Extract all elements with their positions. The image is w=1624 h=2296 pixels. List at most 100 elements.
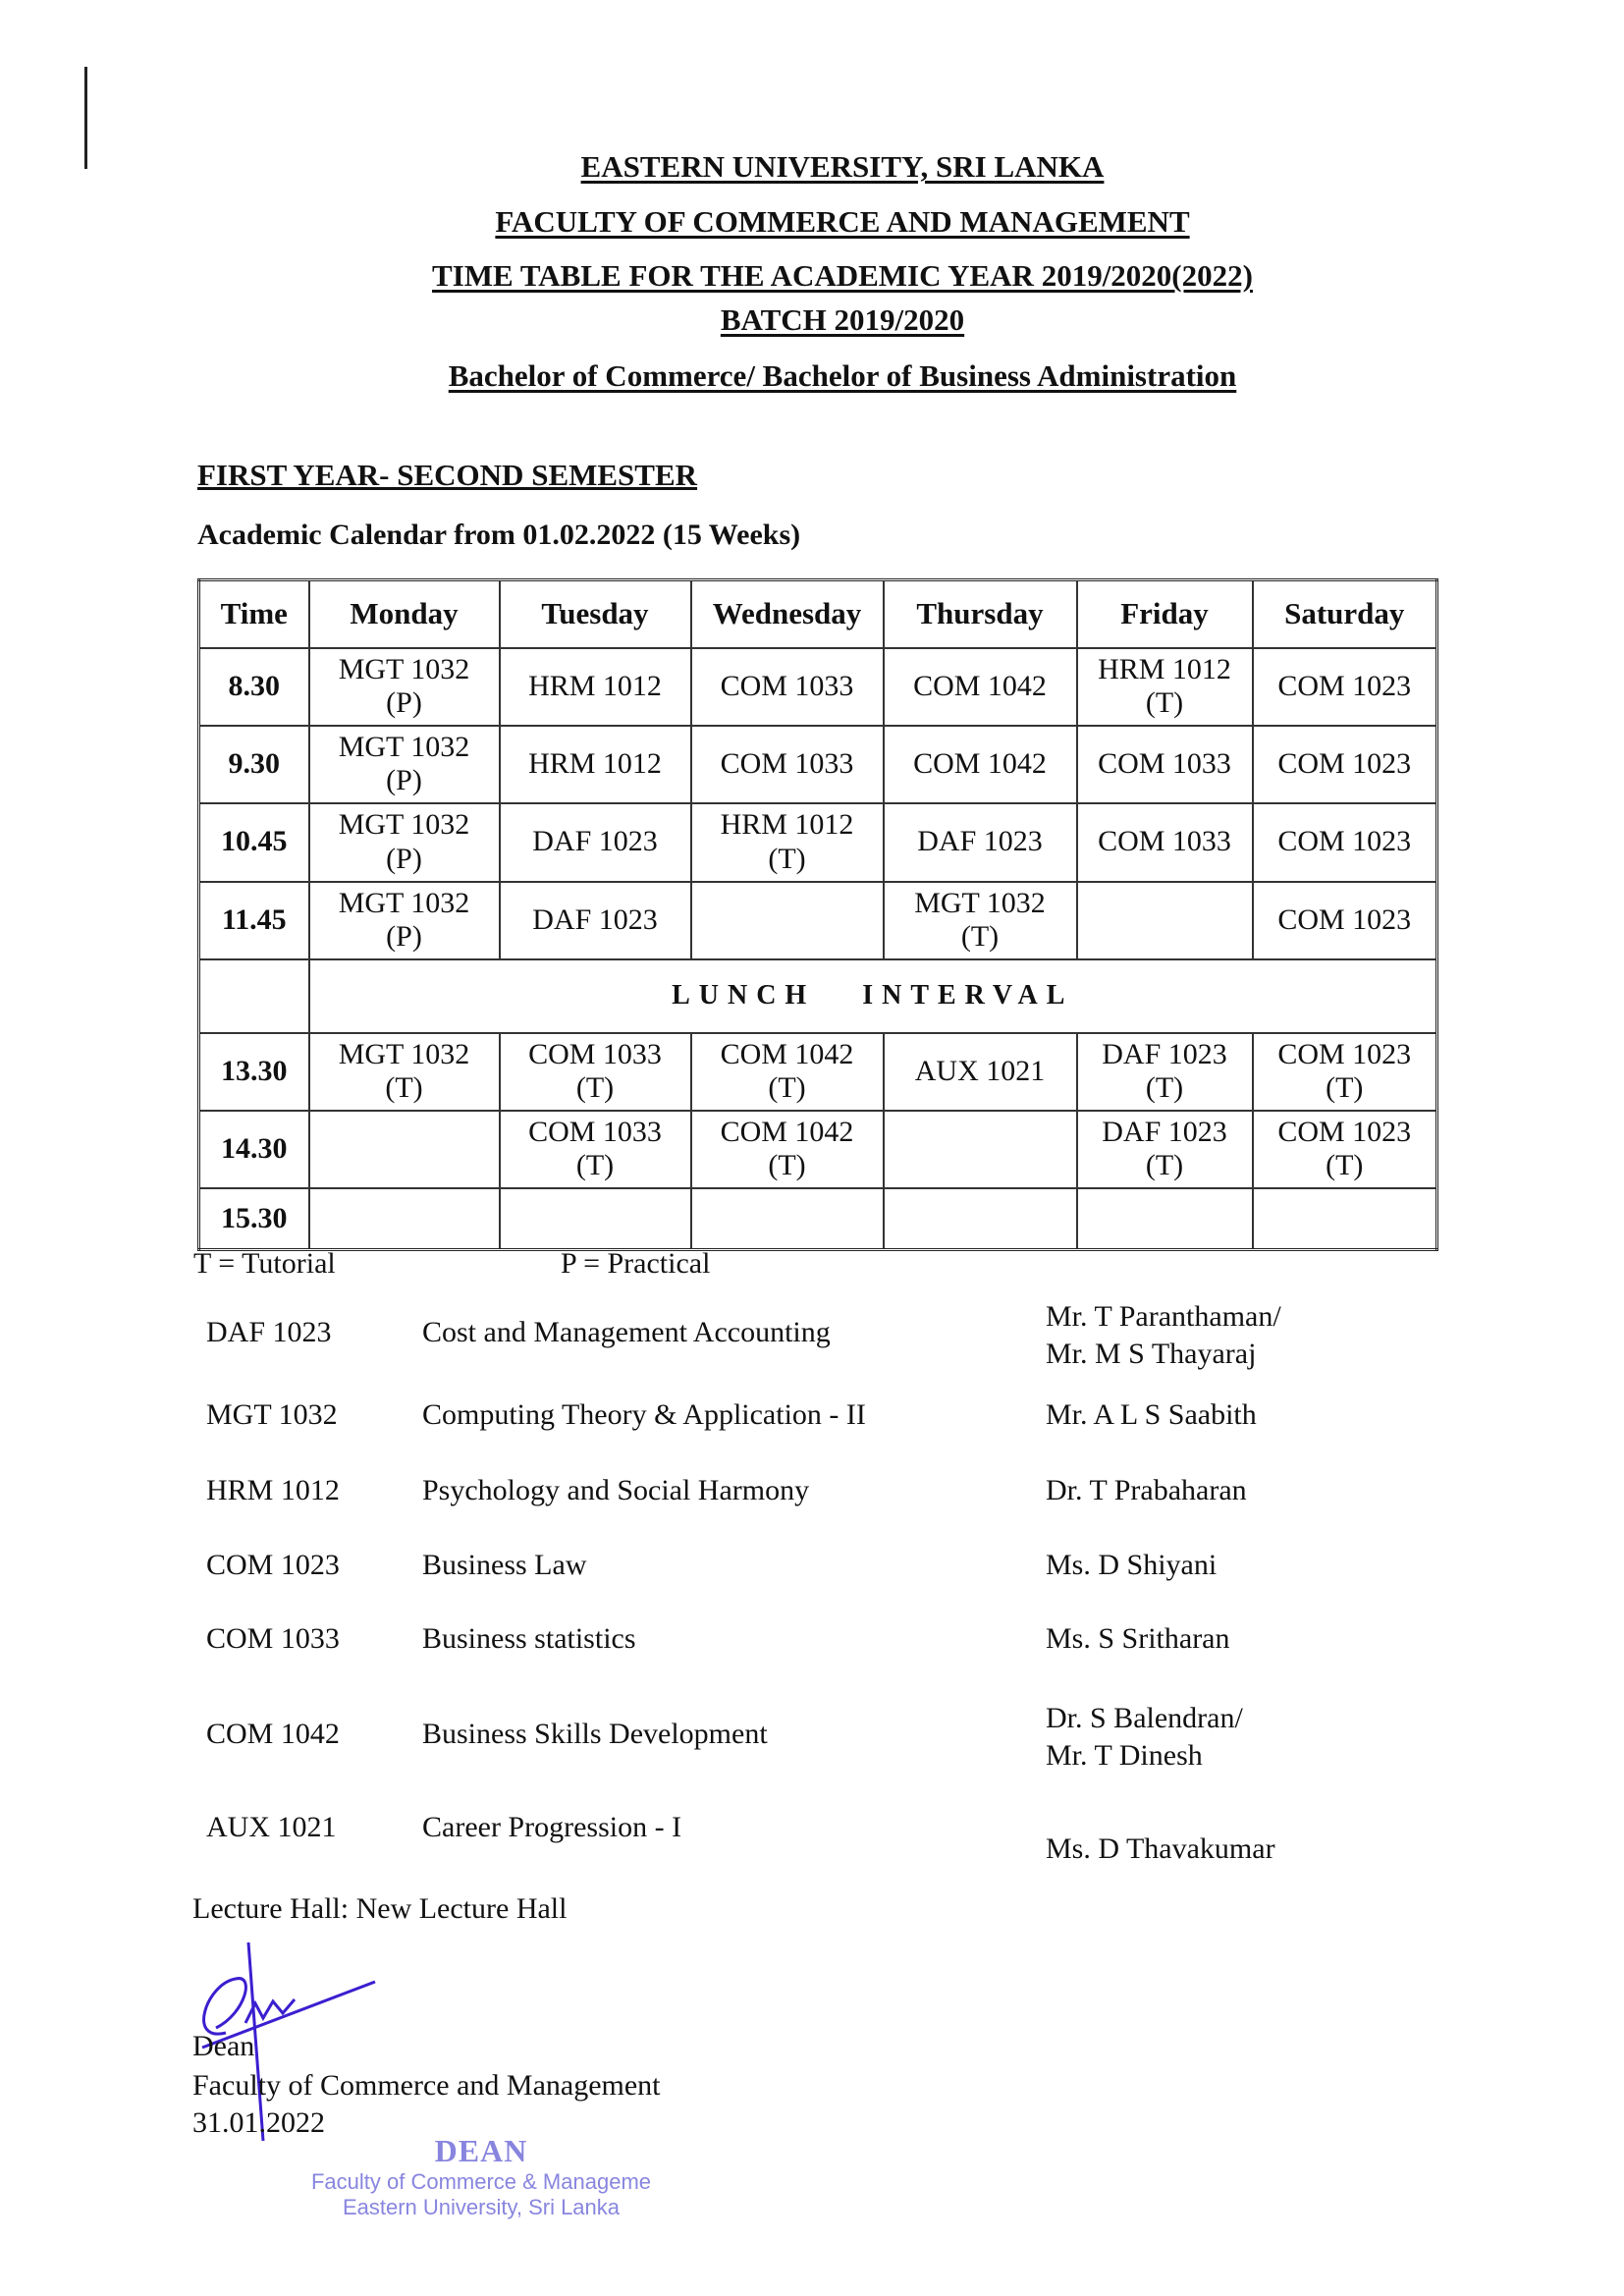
column-header: Wednesday (689, 578, 885, 649)
class-cell (689, 880, 885, 960)
time-cell: 10.45 (197, 801, 310, 883)
session-type: (T) (1145, 1149, 1184, 1181)
course-code: DAF 1023 (1102, 1037, 1227, 1070)
class-cell: HRM 1012 (T) (689, 801, 885, 883)
course-code: COM 1042 (720, 1037, 854, 1070)
class-cell: COM 1042 (T) (689, 1031, 885, 1112)
session-type: (P) (386, 920, 422, 953)
signoff-date: 31.01.2022 (192, 2106, 325, 2139)
class-cell: COM 1023 (T) (1251, 1031, 1438, 1112)
time-cell: 13.30 (197, 1031, 310, 1112)
course-code: DAF 1023 (917, 825, 1043, 858)
table-row: 8.30 MGT 1032 (P) HRM 1012 COM 1033 COM 1042 H… (197, 646, 1438, 727)
session-type: (T) (1326, 1071, 1364, 1104)
course-code: MGT 1032 (338, 652, 470, 685)
course-name: Business Law (422, 1549, 587, 1581)
course-code: COM 1042 (720, 1115, 854, 1148)
lunch-interval: LUNCH INTERVAL (307, 957, 1438, 1034)
course-code: COM 1033 (1098, 746, 1231, 780)
lunch-row: LUNCH INTERVAL (197, 957, 1438, 1034)
class-cell (498, 1186, 692, 1251)
table-row: 9.30 MGT 1032 (P) HRM 1012 COM 1033 COM 1042 C… (197, 724, 1438, 804)
course-code: HRM 1012 (528, 746, 662, 780)
course-code: HRM 1012 (1098, 652, 1231, 685)
course-code: COM 1023 (1277, 1037, 1412, 1070)
course-code: COM 1023 (1277, 746, 1412, 780)
column-header: Monday (307, 578, 501, 649)
class-cell: HRM 1012 (T) (1075, 646, 1254, 727)
class-cell: COM 1023 (1251, 801, 1438, 883)
class-cell: COM 1023 (1251, 880, 1438, 960)
course-code: MGT 1032 (338, 1037, 470, 1070)
header-row: Time Monday Tuesday Wednesday Thursday Friday… (197, 578, 1438, 649)
class-cell: COM 1023 (1251, 724, 1438, 804)
lecturer-name: Dr. T Prabaharan (1046, 1474, 1247, 1506)
signoff-title: Dean (192, 2030, 255, 2062)
class-cell: MGT 1032 (P) (307, 880, 501, 960)
time-cell: 14.30 (197, 1109, 310, 1189)
time-cell: 9.30 (197, 724, 310, 804)
course-code: DAF 1023 (532, 825, 658, 858)
class-cell: DAF 1023 (T) (1075, 1031, 1254, 1112)
class-cell (307, 1186, 501, 1251)
class-cell: DAF 1023 (498, 801, 692, 883)
class-cell (1075, 1186, 1254, 1251)
stamp-line2: Eastern University, Sri Lanka (342, 2195, 621, 2219)
lecturer-name: Dr. S Balendran/ (1046, 1702, 1243, 1734)
course-code: AUX 1021 (914, 1054, 1046, 1087)
course-name: Computing Theory & Application - II (422, 1398, 866, 1431)
course-code: MGT 1032 (914, 886, 1046, 919)
column-header: Time (197, 578, 310, 649)
course-name: Cost and Management Accounting (422, 1316, 831, 1348)
class-cell: DAF 1023 (498, 880, 692, 960)
signature (201, 1941, 376, 2141)
session-type: (T) (1326, 1149, 1364, 1181)
class-cell: AUX 1021 (882, 1031, 1078, 1112)
table-row: 11.45 MGT 1032 (P) DAF 1023 MGT 1032 (T) COM 1… (197, 880, 1438, 960)
column-header: Tuesday (498, 578, 692, 649)
stamp-title: DEAN (434, 2133, 528, 2168)
class-cell: COM 1023 (T) (1251, 1109, 1438, 1189)
course-code: MGT 1032 (338, 808, 470, 841)
lecturer-name: Mr. M S Thayaraj (1046, 1338, 1257, 1370)
class-cell: COM 1042 (882, 724, 1078, 804)
course-code: COM 1033 (720, 746, 854, 780)
course-code: COM 1042 (913, 669, 1047, 702)
lecturer-name: Ms. S Sritharan (1046, 1622, 1230, 1655)
class-cell (307, 1109, 501, 1189)
class-cell: DAF 1023 (882, 801, 1078, 883)
course-code: COM 1033 (528, 1115, 662, 1148)
column-header: Thursday (882, 578, 1078, 649)
legend-tutorial: T = Tutorial (193, 1247, 336, 1280)
course-code: DAF 1023 (532, 902, 658, 936)
lecturer-name: Mr. T Paranthaman/ (1046, 1300, 1281, 1333)
timetable-title: TIME TABLE FOR THE ACADEMIC YEAR 2019/20… (432, 258, 1253, 293)
course-code: COM 1042 (913, 746, 1047, 780)
semester-heading: FIRST YEAR- SECOND SEMESTER (197, 458, 698, 492)
course-code: HRM 1012 (206, 1474, 340, 1506)
course-code: COM 1033 (206, 1622, 340, 1655)
column-header: Saturday (1251, 578, 1438, 649)
class-cell: MGT 1032 (P) (307, 724, 501, 804)
session-type: (P) (386, 764, 422, 796)
lecturer-name: Mr. T Dinesh (1046, 1739, 1203, 1772)
session-type: (T) (768, 1071, 806, 1104)
calendar-note: Academic Calendar from 01.02.2022 (15 We… (197, 519, 801, 551)
class-cell: COM 1033 (T) (498, 1109, 692, 1189)
session-type: (T) (575, 1071, 615, 1104)
course-name: Psychology and Social Harmony (422, 1474, 810, 1506)
dean-stamp: DEAN Faculty of Commerce & Manageme East… (295, 2133, 668, 2220)
time-cell: 8.30 (197, 646, 310, 727)
course-name: Business Skills Development (422, 1718, 768, 1750)
class-cell (1251, 1186, 1438, 1251)
session-type: (T) (1145, 1071, 1184, 1104)
class-cell: MGT 1032 (P) (307, 801, 501, 883)
course-code: DAF 1023 (206, 1316, 332, 1348)
session-type: (T) (768, 1149, 806, 1181)
course-code: COM 1023 (206, 1549, 340, 1581)
signoff-faculty: Faculty of Commerce and Management (192, 2069, 661, 2102)
faculty-title: FACULTY OF COMMERCE AND MANAGEMENT (495, 204, 1190, 239)
course-code: COM 1023 (1277, 1115, 1412, 1148)
course-code: COM 1042 (206, 1718, 340, 1750)
course-code: COM 1023 (1277, 825, 1412, 858)
